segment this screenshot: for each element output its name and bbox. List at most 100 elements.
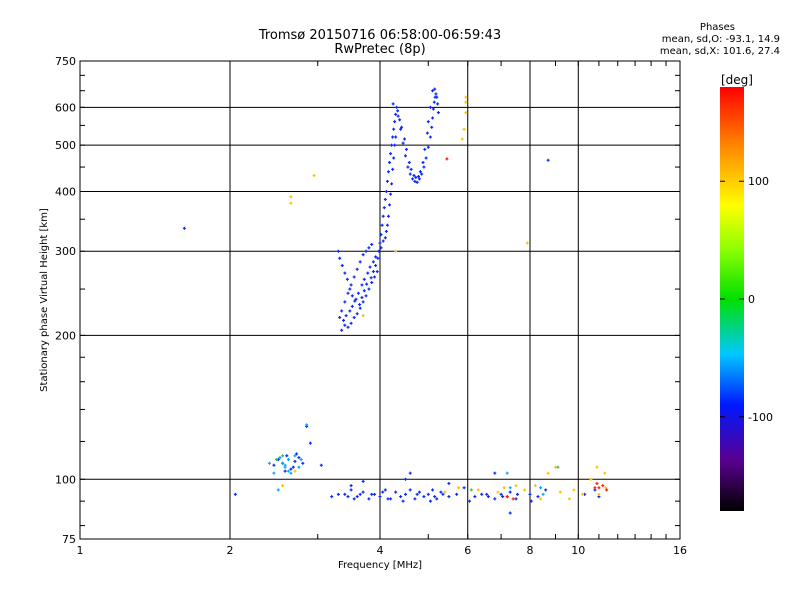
data-point (501, 495, 505, 499)
data-point (383, 236, 387, 240)
data-point (384, 189, 388, 193)
data-point (381, 214, 385, 218)
data-point (435, 95, 439, 99)
data-point (361, 479, 365, 483)
data-point (346, 495, 350, 499)
data-point (411, 177, 415, 181)
data-point (367, 497, 371, 501)
data-point (350, 294, 354, 298)
data-point (340, 264, 344, 268)
data-point (581, 492, 585, 496)
phase-info: Phases mean, sd,O: -93.1, 14.9 mean, sd,… (560, 22, 780, 58)
data-point (431, 89, 435, 93)
data-point (276, 488, 280, 492)
data-point (476, 488, 480, 492)
data-point (400, 125, 404, 129)
data-point (293, 454, 297, 458)
data-point (272, 463, 276, 467)
data-point (338, 315, 342, 319)
data-point (386, 497, 390, 501)
data-point (285, 454, 289, 458)
data-point (281, 484, 285, 488)
data-point (370, 492, 374, 496)
data-point (346, 325, 350, 329)
data-point (389, 152, 393, 156)
data-point (367, 287, 371, 291)
data-point (424, 156, 428, 160)
data-point (364, 294, 368, 298)
data-point (417, 490, 421, 494)
data-point (539, 497, 543, 501)
data-point (423, 147, 427, 151)
data-point (354, 297, 358, 301)
data-point (305, 423, 309, 427)
data-point (403, 137, 407, 141)
data-point (401, 141, 405, 145)
phase-line-x: mean, sd,X: 101.6, 27.4 (659, 46, 780, 57)
data-point (435, 497, 439, 501)
data-point (403, 477, 407, 481)
data-point (508, 486, 512, 490)
data-point (358, 260, 362, 264)
data-point (480, 492, 484, 496)
data-point (539, 486, 543, 490)
data-point (281, 461, 285, 465)
y-tick-label: 300 (55, 245, 76, 258)
data-point (361, 314, 365, 318)
data-point (353, 299, 357, 303)
data-point (394, 112, 398, 116)
data-point (362, 289, 366, 293)
data-point (233, 492, 237, 496)
data-point (460, 137, 464, 141)
data-point (597, 486, 601, 490)
data-point (378, 241, 382, 245)
data-point (441, 492, 445, 496)
data-point (389, 192, 393, 196)
data-point (468, 499, 472, 503)
data-point (343, 271, 347, 275)
data-point (515, 492, 519, 496)
data-point (336, 492, 340, 496)
data-point (413, 179, 417, 183)
y-tick-label: 600 (55, 101, 76, 114)
data-point (514, 484, 518, 488)
data-point (418, 170, 422, 174)
data-point (407, 160, 411, 164)
data-point (546, 158, 550, 162)
y-tick-label: 100 (55, 473, 76, 486)
data-point (367, 246, 371, 250)
data-point (421, 160, 425, 164)
data-point (378, 495, 382, 499)
data-point (349, 484, 353, 488)
data-point (431, 488, 435, 492)
data-point (422, 495, 426, 499)
data-point (388, 203, 392, 207)
data-point (361, 490, 365, 494)
data-point (382, 206, 386, 210)
data-point (525, 241, 529, 245)
data-point (436, 111, 440, 115)
y-tick-label: 500 (55, 139, 76, 152)
data-point (275, 457, 279, 461)
data-point (369, 276, 373, 280)
x-tick-label: 10 (571, 544, 585, 557)
colorbar-tick-label: 100 (748, 175, 769, 188)
data-point (308, 441, 312, 445)
data-point (409, 167, 413, 171)
data-point (469, 488, 473, 492)
data-point (486, 495, 490, 499)
data-point (605, 488, 609, 492)
data-point (385, 223, 389, 227)
data-point (349, 283, 353, 287)
data-point (420, 172, 424, 176)
data-point (406, 165, 410, 169)
data-point (417, 177, 421, 181)
data-point (371, 260, 375, 264)
data-point (286, 469, 290, 473)
x-axis-label: Frequency [MHz] (338, 560, 422, 571)
data-point (344, 314, 348, 318)
data-point (396, 114, 400, 118)
data-point (505, 495, 509, 499)
data-point (343, 300, 347, 304)
data-point (415, 492, 419, 496)
